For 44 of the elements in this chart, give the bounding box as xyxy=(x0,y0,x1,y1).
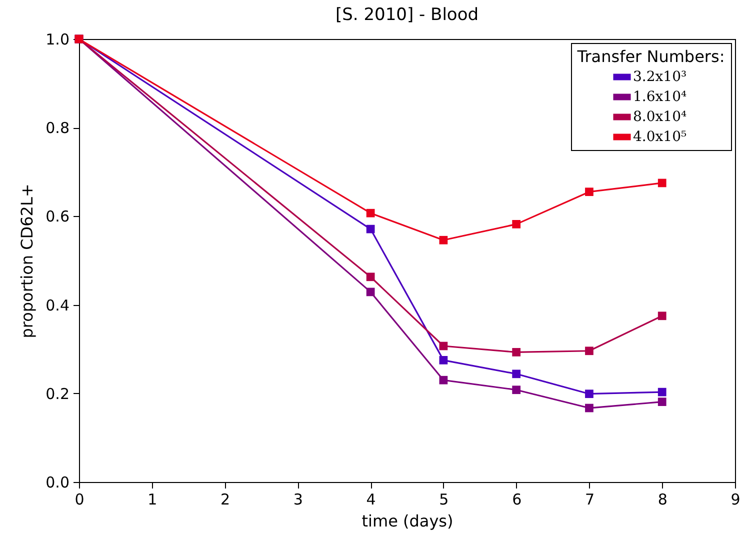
point xyxy=(366,288,375,296)
y-axis-title: proportion CD62L+ xyxy=(18,184,37,338)
legend-title: Transfer Numbers: xyxy=(576,47,725,66)
x-tick-label: 3 xyxy=(293,490,303,508)
x-tick-label: 6 xyxy=(512,490,522,508)
point xyxy=(439,356,448,364)
y-tick-label: 0.6 xyxy=(46,208,70,226)
legend-label: 4.0x10⁵ xyxy=(633,129,687,145)
point xyxy=(585,346,594,356)
x-tick-label: 1 xyxy=(148,490,158,508)
x-axis-title: time (days) xyxy=(362,512,454,530)
point xyxy=(585,390,594,398)
point xyxy=(366,224,375,234)
legend-label: 3.2x10³ xyxy=(633,69,687,85)
point xyxy=(512,348,521,356)
point xyxy=(585,404,594,412)
point xyxy=(366,272,375,282)
point xyxy=(658,178,666,188)
y-tick-label: 1.0 xyxy=(46,30,70,48)
x-tick-label: 2 xyxy=(220,490,230,508)
point xyxy=(658,388,666,396)
point xyxy=(658,398,666,406)
x-tick-label: 4 xyxy=(366,490,376,508)
point xyxy=(512,220,521,228)
legend-label: 1.6x10⁴ xyxy=(633,89,687,105)
x-tick-label: 8 xyxy=(658,490,668,508)
legend-label: 8.0x10⁴ xyxy=(633,109,687,125)
point xyxy=(658,312,666,320)
x-tick-label: 9 xyxy=(730,490,740,508)
y-tick-label: 0.4 xyxy=(46,296,70,314)
point xyxy=(439,376,448,384)
x-tick-label: 5 xyxy=(439,490,449,508)
point xyxy=(512,370,521,378)
point xyxy=(512,386,521,394)
x-tick-label: 7 xyxy=(584,490,594,508)
y-tick-label: 0.8 xyxy=(46,119,70,138)
point xyxy=(439,342,448,350)
point xyxy=(439,236,448,244)
y-tick-label: 0.0 xyxy=(46,474,70,492)
y-tick-label: 0.2 xyxy=(46,384,70,403)
point xyxy=(585,188,594,196)
point xyxy=(366,208,375,218)
chart-title: [S. 2010] - Blood xyxy=(335,5,479,25)
x-tick-label: 0 xyxy=(74,490,84,508)
